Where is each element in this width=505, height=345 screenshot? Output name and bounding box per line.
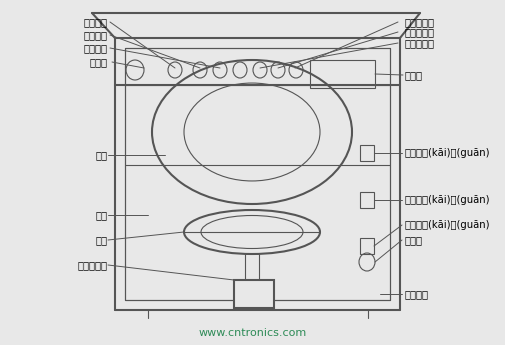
Text: 顯示器: 顯示器 [404, 70, 422, 80]
Text: 排水口: 排水口 [404, 235, 422, 245]
Bar [125, 48, 389, 300]
Bar [359, 145, 373, 161]
Text: 停止按鈕: 停止按鈕 [84, 17, 108, 27]
Text: 低水位開(kāi)關(guān): 低水位開(kāi)關(guān) [404, 220, 489, 230]
Text: 內桶: 內桶 [96, 150, 108, 160]
Bar [359, 238, 373, 254]
Text: 洗滌電機: 洗滌電機 [404, 289, 428, 299]
Text: 高水位按鈕: 高水位按鈕 [404, 17, 434, 27]
Bar [310, 60, 374, 88]
Bar [233, 280, 274, 308]
Text: 排水按鈕: 排水按鈕 [84, 30, 108, 40]
Text: 中水位開(kāi)關(guān): 中水位開(kāi)關(guān) [404, 195, 489, 205]
Text: 外桶: 外桶 [96, 210, 108, 220]
Text: 啟動按鈕: 啟動按鈕 [84, 43, 108, 53]
Text: www.cntronics.com: www.cntronics.com [198, 328, 307, 338]
Text: 低水位按鈕: 低水位按鈕 [404, 38, 434, 48]
Bar [359, 192, 373, 208]
Text: 進水口: 進水口 [90, 57, 108, 67]
Text: 撥盤: 撥盤 [96, 235, 108, 245]
Text: 電磁離合器: 電磁離合器 [78, 260, 108, 270]
Text: 中水位按鈕: 中水位按鈕 [404, 27, 434, 37]
Text: 高水位開(kāi)關(guān): 高水位開(kāi)關(guān) [404, 148, 489, 158]
